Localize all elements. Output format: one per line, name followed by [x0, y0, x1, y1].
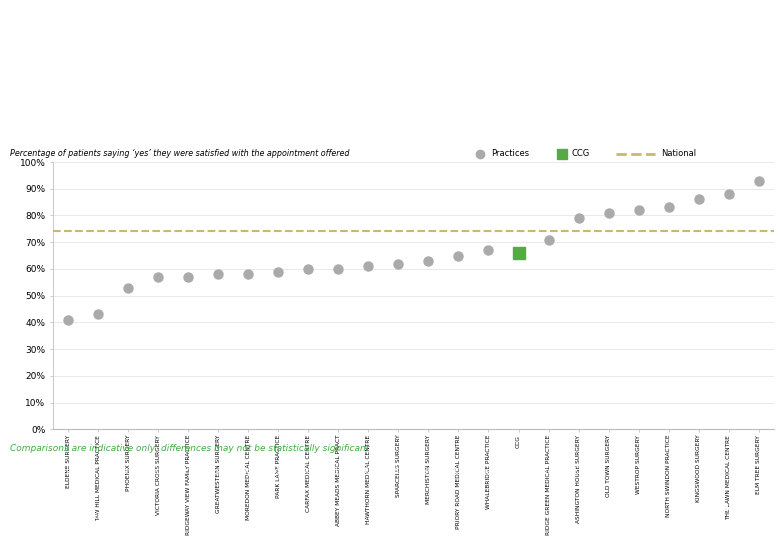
Text: Comparisons are indicative only: differences may not be statistically significan: Comparisons are indicative only: differe… — [10, 444, 370, 453]
Text: Ipsos MORI    18-042653-01 | Version 1 | Public: Ipsos MORI 18-042653-01 | Version 1 | Pu… — [10, 526, 179, 534]
Text: Q17. Were you satisfied with the type of appointment (or appointments) you were : Q17. Were you satisfied with the type of… — [10, 123, 484, 133]
Text: CCG: CCG — [572, 150, 590, 158]
Text: MORI: MORI — [718, 522, 736, 528]
Text: Ipsos MORI: Ipsos MORI — [10, 497, 71, 507]
Text: Social Research Institute: Social Research Institute — [10, 512, 114, 521]
Text: Base: All who tried to make an appointment since being registered: National (711: Base: All who tried to make an appointme… — [10, 467, 588, 476]
Text: how the CCG’s practices compare: how the CCG’s practices compare — [10, 64, 339, 82]
Text: National: National — [661, 150, 697, 158]
Text: ipsos: ipsos — [716, 504, 739, 512]
Text: Practices: Practices — [491, 150, 530, 158]
Text: 27: 27 — [381, 506, 399, 520]
Text: Percentage of patients saying ‘yes’ they were satisfied with the appointment off: Percentage of patients saying ‘yes’ they… — [10, 150, 349, 158]
Text: Satisfaction with appointment offered:: Satisfaction with appointment offered: — [10, 20, 392, 38]
